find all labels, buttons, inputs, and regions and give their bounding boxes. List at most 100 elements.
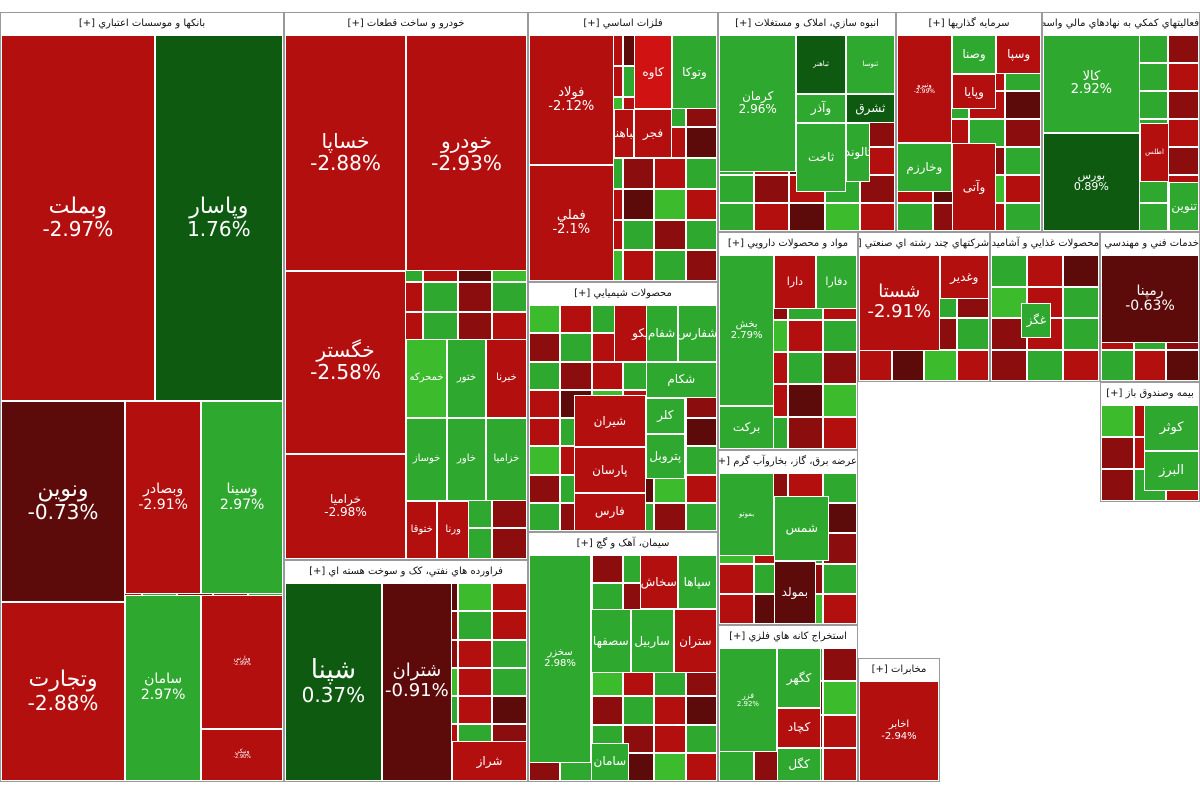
stock-tile[interactable]: وپارس -2.99% — [201, 594, 283, 729]
stock-tile[interactable]: خبرنا — [485, 338, 527, 418]
stock-tile[interactable]: رمپنا -0.63% — [1101, 255, 1199, 344]
filler-cell[interactable] — [1027, 349, 1063, 381]
stock-tile[interactable]: خمحرکه — [406, 338, 448, 418]
filler-cell[interactable] — [822, 384, 857, 417]
filler-cell[interactable] — [457, 639, 493, 668]
sector-title[interactable]: خودرو و ساخت قطعات [+] — [285, 13, 527, 35]
stock-tile[interactable]: بموتو — [719, 473, 775, 557]
filler-cell[interactable] — [492, 312, 527, 344]
filler-cell[interactable] — [685, 696, 717, 725]
sector-title[interactable]: بيمه وصندوق باز [+] — [1101, 383, 1199, 405]
stock-tile[interactable]: ثنوسا — [845, 35, 895, 94]
filler-cell[interactable] — [654, 188, 686, 220]
stock-tile[interactable]: شراز — [451, 741, 527, 781]
filler-cell[interactable] — [754, 203, 790, 231]
filler-cell[interactable] — [591, 583, 623, 612]
stock-tile[interactable]: ختور — [447, 338, 486, 418]
stock-tile[interactable]: ثالوند — [845, 123, 871, 182]
filler-cell[interactable] — [1063, 318, 1099, 350]
filler-cell[interactable] — [1101, 469, 1134, 501]
filler-cell[interactable] — [492, 497, 527, 529]
sector-title[interactable]: فلزات اساسي [+] — [529, 13, 717, 35]
filler-cell[interactable] — [1005, 119, 1041, 147]
stock-tile[interactable]: ثباهنر — [796, 35, 846, 94]
stock-tile[interactable]: شپنا 0.37% — [285, 583, 382, 781]
stock-tile[interactable]: فباهنر — [613, 108, 635, 158]
filler-cell[interactable] — [1027, 255, 1063, 287]
filler-cell[interactable] — [591, 668, 623, 697]
filler-cell[interactable] — [529, 333, 561, 362]
filler-cell[interactable] — [492, 281, 527, 313]
stock-tile[interactable]: دارا — [774, 255, 816, 310]
stock-tile[interactable]: فجر — [634, 108, 672, 158]
stock-tile[interactable]: سصفها — [591, 609, 631, 673]
filler-cell[interactable] — [654, 668, 686, 697]
filler-cell[interactable] — [492, 528, 527, 559]
filler-cell[interactable] — [492, 611, 527, 640]
stock-tile[interactable]: وتوکا — [671, 35, 717, 109]
filler-cell[interactable] — [822, 681, 857, 715]
stock-tile[interactable]: کاوه — [634, 35, 672, 109]
filler-cell[interactable] — [956, 349, 989, 381]
filler-cell[interactable] — [1005, 147, 1041, 175]
filler-cell[interactable] — [924, 349, 957, 381]
filler-cell[interactable] — [560, 305, 592, 334]
stock-tile[interactable]: شیران — [574, 395, 646, 448]
filler-cell[interactable] — [654, 250, 686, 281]
filler-cell[interactable] — [457, 583, 493, 612]
filler-cell[interactable] — [1133, 349, 1167, 381]
stock-tile[interactable]: ونوین -0.73% — [1, 400, 126, 602]
stock-tile[interactable]: کگهر — [776, 648, 822, 708]
filler-cell[interactable] — [822, 593, 857, 624]
filler-cell[interactable] — [685, 752, 717, 781]
stock-tile[interactable]: شستا -2.91% — [859, 255, 940, 351]
filler-cell[interactable] — [623, 188, 655, 220]
filler-cell[interactable] — [719, 175, 755, 203]
sector-title[interactable]: محصولات غذايي و آشاميدني [+] — [991, 233, 1099, 255]
stock-tile[interactable]: برکت — [719, 406, 775, 449]
stock-tile[interactable]: خاور — [447, 417, 486, 502]
filler-cell[interactable] — [1167, 63, 1199, 91]
filler-cell[interactable] — [891, 349, 924, 381]
stock-tile[interactable]: اطلس — [1139, 123, 1170, 182]
filler-cell[interactable] — [822, 714, 857, 748]
filler-cell[interactable] — [719, 593, 754, 624]
stock-tile[interactable]: سامان — [591, 742, 629, 781]
filler-cell[interactable] — [623, 668, 655, 697]
filler-cell[interactable] — [685, 724, 717, 753]
filler-cell[interactable] — [591, 696, 623, 725]
filler-cell[interactable] — [529, 389, 561, 418]
filler-cell[interactable] — [457, 312, 493, 344]
stock-tile[interactable]: البرز — [1144, 451, 1199, 492]
filler-cell[interactable] — [492, 583, 527, 612]
stock-tile[interactable]: خگستر -2.58% — [285, 270, 406, 455]
stock-tile[interactable]: کالا 2.92% — [1043, 35, 1140, 133]
stock-tile[interactable]: وتجارت -2.88% — [1, 601, 126, 781]
filler-cell[interactable] — [822, 563, 857, 594]
sector-title[interactable]: استخراج کانه هاي فلزي [+] — [719, 626, 857, 648]
filler-cell[interactable] — [1063, 286, 1099, 318]
filler-cell[interactable] — [685, 250, 717, 281]
filler-cell[interactable] — [824, 203, 860, 231]
filler-cell[interactable] — [1166, 349, 1199, 381]
filler-cell[interactable] — [1063, 349, 1099, 381]
filler-cell[interactable] — [1005, 91, 1041, 119]
filler-cell[interactable] — [788, 352, 823, 385]
sector-title[interactable]: عرضه برق، گاز، بخاروآب گرم [+] — [719, 451, 857, 473]
filler-cell[interactable] — [859, 203, 895, 231]
stock-tile[interactable]: فارس — [574, 492, 646, 531]
stock-tile[interactable]: کچاد — [776, 707, 822, 748]
filler-cell[interactable] — [654, 696, 686, 725]
stock-tile[interactable]: وپایا — [951, 74, 997, 110]
filler-cell[interactable] — [685, 502, 717, 531]
stock-tile[interactable]: کوثر — [1144, 405, 1199, 452]
sector-title[interactable]: فعاليتهاي کمکي به نهادهاي مالي واسط [+] — [1043, 13, 1199, 35]
filler-cell[interactable] — [1167, 119, 1199, 147]
stock-tile[interactable]: سخزر 2.98% — [529, 555, 592, 763]
sector-title[interactable]: شرکتهاي چند رشته اي صنعتي [+] — [859, 233, 989, 255]
filler-cell[interactable] — [1167, 91, 1199, 119]
sector-title[interactable]: مواد و محصولات دارويي [+] — [719, 233, 857, 255]
filler-cell[interactable] — [654, 724, 686, 753]
filler-cell[interactable] — [529, 305, 561, 334]
sector-title[interactable]: خدمات فني و مهندسي [+] — [1101, 233, 1199, 255]
